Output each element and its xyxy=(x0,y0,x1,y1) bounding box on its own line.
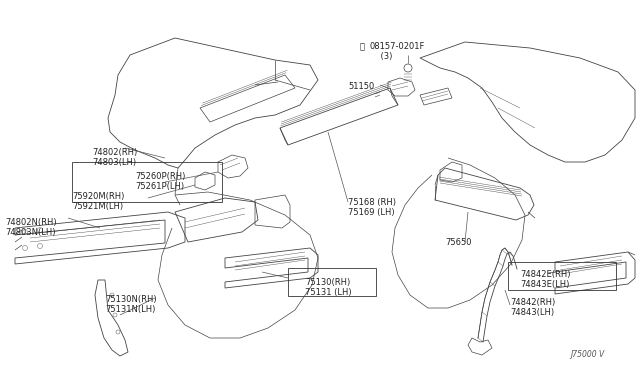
Text: 75650: 75650 xyxy=(445,238,472,247)
Text: 75920M(RH)
75921M(LH): 75920M(RH) 75921M(LH) xyxy=(72,192,124,211)
Text: 75168 (RH)
75169 (LH): 75168 (RH) 75169 (LH) xyxy=(348,198,396,217)
Text: 74802N(RH)
74803N(LH): 74802N(RH) 74803N(LH) xyxy=(5,218,56,237)
Text: J75000 V: J75000 V xyxy=(570,350,604,359)
Text: Ⓑ: Ⓑ xyxy=(360,42,365,51)
Text: 75130N(RH)
75131N(LH): 75130N(RH) 75131N(LH) xyxy=(105,295,157,314)
Text: 74842E(RH)
74843E(LH): 74842E(RH) 74843E(LH) xyxy=(520,270,570,289)
Text: 74802(RH)
74803(LH): 74802(RH) 74803(LH) xyxy=(92,148,137,167)
Text: 75130(RH)
75131 (LH): 75130(RH) 75131 (LH) xyxy=(305,278,351,297)
Text: 51150: 51150 xyxy=(348,82,374,91)
Text: 74842(RH)
74843(LH): 74842(RH) 74843(LH) xyxy=(510,298,556,317)
Text: 75260P(RH)
75261P(LH): 75260P(RH) 75261P(LH) xyxy=(135,172,186,192)
Text: 08157-0201F
    (3): 08157-0201F (3) xyxy=(370,42,426,61)
